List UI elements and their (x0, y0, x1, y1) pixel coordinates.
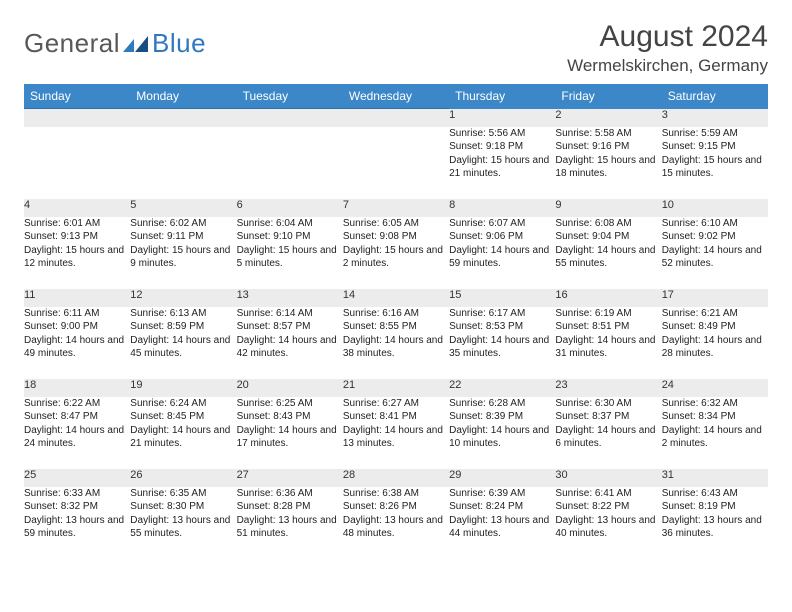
day-number-row: 45678910 (24, 199, 768, 217)
day-detail-cell: Sunrise: 6:24 AMSunset: 8:45 PMDaylight:… (130, 397, 236, 469)
day-number-cell: 14 (343, 289, 449, 307)
day-detail-cell: Sunrise: 6:02 AMSunset: 9:11 PMDaylight:… (130, 217, 236, 289)
day-number-cell: 19 (130, 379, 236, 397)
day-detail-cell: Sunrise: 6:08 AMSunset: 9:04 PMDaylight:… (555, 217, 661, 289)
day-detail-cell: Sunrise: 6:41 AMSunset: 8:22 PMDaylight:… (555, 487, 661, 559)
day-number-cell: 24 (662, 379, 768, 397)
day-detail-cell (130, 127, 236, 199)
day-number-cell: 20 (237, 379, 343, 397)
day-detail-cell: Sunrise: 6:43 AMSunset: 8:19 PMDaylight:… (662, 487, 768, 559)
day-number-cell: 8 (449, 199, 555, 217)
header-right: August 2024 Wermelskirchen, Germany (567, 20, 768, 76)
day-number-cell: 23 (555, 379, 661, 397)
day-number-cell: 28 (343, 469, 449, 487)
weekday-header: Wednesday (343, 84, 449, 109)
day-number-cell: 29 (449, 469, 555, 487)
day-detail-cell: Sunrise: 6:27 AMSunset: 8:41 PMDaylight:… (343, 397, 449, 469)
day-number-cell: 2 (555, 109, 661, 127)
day-detail-cell: Sunrise: 6:07 AMSunset: 9:06 PMDaylight:… (449, 217, 555, 289)
day-number-cell: 13 (237, 289, 343, 307)
logo-mark-icon (123, 35, 149, 53)
day-detail-cell: Sunrise: 5:58 AMSunset: 9:16 PMDaylight:… (555, 127, 661, 199)
day-number-cell: 11 (24, 289, 130, 307)
day-detail-row: Sunrise: 6:22 AMSunset: 8:47 PMDaylight:… (24, 397, 768, 469)
day-detail-cell: Sunrise: 6:32 AMSunset: 8:34 PMDaylight:… (662, 397, 768, 469)
day-detail-cell: Sunrise: 6:14 AMSunset: 8:57 PMDaylight:… (237, 307, 343, 379)
weekday-header: Thursday (449, 84, 555, 109)
day-number-row: 123 (24, 109, 768, 127)
day-number-cell: 6 (237, 199, 343, 217)
day-detail-cell: Sunrise: 6:19 AMSunset: 8:51 PMDaylight:… (555, 307, 661, 379)
day-number-cell: 5 (130, 199, 236, 217)
day-detail-cell: Sunrise: 6:25 AMSunset: 8:43 PMDaylight:… (237, 397, 343, 469)
day-detail-cell: Sunrise: 6:04 AMSunset: 9:10 PMDaylight:… (237, 217, 343, 289)
day-number-cell: 30 (555, 469, 661, 487)
day-number-cell (24, 109, 130, 127)
day-detail-cell: Sunrise: 6:38 AMSunset: 8:26 PMDaylight:… (343, 487, 449, 559)
day-number-cell: 7 (343, 199, 449, 217)
day-number-cell: 9 (555, 199, 661, 217)
weekday-header: Tuesday (237, 84, 343, 109)
weekday-header: Saturday (662, 84, 768, 109)
day-number-cell (237, 109, 343, 127)
logo-text-blue: Blue (152, 28, 206, 59)
day-detail-cell: Sunrise: 6:35 AMSunset: 8:30 PMDaylight:… (130, 487, 236, 559)
page: General Blue August 2024 Wermelskirchen,… (0, 0, 792, 579)
day-detail-cell: Sunrise: 6:01 AMSunset: 9:13 PMDaylight:… (24, 217, 130, 289)
day-detail-cell: Sunrise: 6:33 AMSunset: 8:32 PMDaylight:… (24, 487, 130, 559)
calendar-table: SundayMondayTuesdayWednesdayThursdayFrid… (24, 84, 768, 559)
logo: General Blue (24, 28, 206, 59)
day-detail-cell: Sunrise: 6:39 AMSunset: 8:24 PMDaylight:… (449, 487, 555, 559)
day-number-cell (343, 109, 449, 127)
day-number-cell: 3 (662, 109, 768, 127)
day-number-cell: 25 (24, 469, 130, 487)
day-number-cell (130, 109, 236, 127)
day-number-cell: 10 (662, 199, 768, 217)
day-number-cell: 16 (555, 289, 661, 307)
month-title: August 2024 (567, 20, 768, 54)
day-detail-cell: Sunrise: 6:28 AMSunset: 8:39 PMDaylight:… (449, 397, 555, 469)
day-number-row: 18192021222324 (24, 379, 768, 397)
logo-text-general: General (24, 28, 120, 59)
day-detail-cell: Sunrise: 6:30 AMSunset: 8:37 PMDaylight:… (555, 397, 661, 469)
day-detail-cell: Sunrise: 6:11 AMSunset: 9:00 PMDaylight:… (24, 307, 130, 379)
day-detail-cell: Sunrise: 6:05 AMSunset: 9:08 PMDaylight:… (343, 217, 449, 289)
day-detail-cell (237, 127, 343, 199)
day-number-cell: 31 (662, 469, 768, 487)
weekday-header-row: SundayMondayTuesdayWednesdayThursdayFrid… (24, 84, 768, 109)
day-detail-cell (24, 127, 130, 199)
day-number-cell: 4 (24, 199, 130, 217)
day-number-cell: 18 (24, 379, 130, 397)
day-detail-row: Sunrise: 6:33 AMSunset: 8:32 PMDaylight:… (24, 487, 768, 559)
day-detail-cell: Sunrise: 6:10 AMSunset: 9:02 PMDaylight:… (662, 217, 768, 289)
day-number-cell: 17 (662, 289, 768, 307)
weekday-header: Sunday (24, 84, 130, 109)
day-number-cell: 22 (449, 379, 555, 397)
day-detail-cell: Sunrise: 6:36 AMSunset: 8:28 PMDaylight:… (237, 487, 343, 559)
day-detail-row: Sunrise: 6:11 AMSunset: 9:00 PMDaylight:… (24, 307, 768, 379)
day-detail-cell: Sunrise: 6:16 AMSunset: 8:55 PMDaylight:… (343, 307, 449, 379)
day-number-cell: 27 (237, 469, 343, 487)
day-detail-cell: Sunrise: 6:13 AMSunset: 8:59 PMDaylight:… (130, 307, 236, 379)
day-number-cell: 1 (449, 109, 555, 127)
day-number-cell: 15 (449, 289, 555, 307)
day-number-row: 25262728293031 (24, 469, 768, 487)
day-number-row: 11121314151617 (24, 289, 768, 307)
day-number-cell: 21 (343, 379, 449, 397)
weekday-header: Friday (555, 84, 661, 109)
location: Wermelskirchen, Germany (567, 56, 768, 76)
day-detail-cell: Sunrise: 6:22 AMSunset: 8:47 PMDaylight:… (24, 397, 130, 469)
day-detail-row: Sunrise: 6:01 AMSunset: 9:13 PMDaylight:… (24, 217, 768, 289)
day-detail-cell (343, 127, 449, 199)
day-detail-cell: Sunrise: 5:59 AMSunset: 9:15 PMDaylight:… (662, 127, 768, 199)
day-detail-cell: Sunrise: 5:56 AMSunset: 9:18 PMDaylight:… (449, 127, 555, 199)
day-detail-row: Sunrise: 5:56 AMSunset: 9:18 PMDaylight:… (24, 127, 768, 199)
day-detail-cell: Sunrise: 6:21 AMSunset: 8:49 PMDaylight:… (662, 307, 768, 379)
day-number-cell: 26 (130, 469, 236, 487)
header: General Blue August 2024 Wermelskirchen,… (24, 20, 768, 76)
weekday-header: Monday (130, 84, 236, 109)
day-detail-cell: Sunrise: 6:17 AMSunset: 8:53 PMDaylight:… (449, 307, 555, 379)
day-number-cell: 12 (130, 289, 236, 307)
